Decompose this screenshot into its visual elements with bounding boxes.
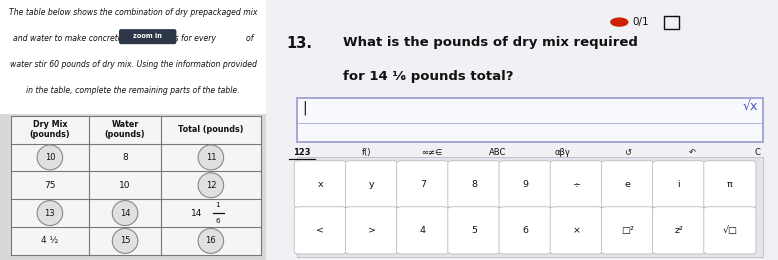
FancyBboxPatch shape: [294, 207, 346, 254]
Text: >: >: [367, 226, 376, 235]
Text: and water to make concrete. The mix says for every            of: and water to make concrete. The mix says…: [12, 34, 254, 43]
Text: ABC: ABC: [489, 148, 506, 157]
Text: The table below shows the combination of dry prepackaged mix: The table below shows the combination of…: [9, 8, 258, 17]
Text: αβγ: αβγ: [554, 148, 570, 157]
Text: C: C: [755, 148, 760, 157]
Text: ∞≠∈: ∞≠∈: [422, 148, 443, 157]
Text: |: |: [302, 100, 307, 115]
Text: f(): f(): [363, 148, 372, 157]
Text: i: i: [678, 180, 680, 189]
FancyBboxPatch shape: [704, 207, 756, 254]
Text: in the table, complete the remaining parts of the table.: in the table, complete the remaining par…: [26, 86, 240, 95]
Text: Water
(pounds): Water (pounds): [105, 120, 145, 139]
FancyBboxPatch shape: [499, 161, 552, 208]
FancyBboxPatch shape: [448, 161, 500, 208]
FancyBboxPatch shape: [499, 207, 552, 254]
Text: 123: 123: [293, 148, 310, 157]
Text: ↶: ↶: [689, 148, 696, 157]
Circle shape: [37, 201, 63, 225]
Text: 1: 1: [216, 202, 220, 208]
FancyBboxPatch shape: [653, 161, 705, 208]
Text: Total (pounds): Total (pounds): [178, 125, 244, 134]
Text: water stir 60 pounds of dry mix. Using the information provided: water stir 60 pounds of dry mix. Using t…: [9, 60, 257, 69]
FancyBboxPatch shape: [294, 161, 346, 208]
Text: x: x: [317, 180, 323, 189]
Text: 4 ½: 4 ½: [41, 236, 58, 245]
FancyBboxPatch shape: [11, 116, 261, 255]
Text: 8: 8: [471, 180, 477, 189]
Text: 8: 8: [122, 153, 128, 162]
Text: zoom in: zoom in: [133, 33, 162, 40]
Circle shape: [37, 145, 63, 170]
Text: 4: 4: [419, 226, 426, 235]
Text: 13: 13: [44, 209, 55, 218]
Text: 10: 10: [119, 181, 131, 190]
Text: ÷: ÷: [573, 180, 580, 189]
Text: 7: 7: [419, 180, 426, 189]
FancyBboxPatch shape: [266, 0, 778, 260]
Text: 5: 5: [471, 226, 477, 235]
Text: 14: 14: [191, 209, 202, 218]
Text: 6: 6: [522, 226, 528, 235]
Text: ↺: ↺: [624, 148, 631, 157]
FancyBboxPatch shape: [653, 207, 705, 254]
FancyBboxPatch shape: [397, 161, 449, 208]
Text: 10: 10: [44, 153, 55, 162]
Text: 0/1: 0/1: [633, 17, 649, 27]
FancyBboxPatch shape: [601, 161, 654, 208]
Circle shape: [198, 173, 223, 198]
FancyBboxPatch shape: [296, 157, 762, 257]
FancyBboxPatch shape: [345, 207, 398, 254]
Circle shape: [198, 228, 223, 253]
Text: 15: 15: [120, 236, 130, 245]
Text: √x: √x: [742, 100, 758, 113]
FancyBboxPatch shape: [0, 0, 266, 114]
FancyBboxPatch shape: [345, 161, 398, 208]
Text: e: e: [625, 180, 630, 189]
Text: for 14 ⅙ pounds total?: for 14 ⅙ pounds total?: [343, 70, 513, 83]
Text: 12: 12: [205, 181, 216, 190]
Text: 9: 9: [522, 180, 528, 189]
Text: √□: √□: [723, 226, 738, 235]
FancyBboxPatch shape: [296, 98, 762, 142]
FancyBboxPatch shape: [397, 207, 449, 254]
Text: 14: 14: [120, 209, 130, 218]
Text: 13.: 13.: [286, 36, 313, 51]
Text: 75: 75: [44, 181, 56, 190]
Text: <: <: [317, 226, 324, 235]
Text: 11: 11: [205, 153, 216, 162]
FancyBboxPatch shape: [550, 161, 602, 208]
Text: y: y: [369, 180, 374, 189]
Circle shape: [198, 145, 223, 170]
FancyBboxPatch shape: [550, 207, 602, 254]
Text: □²: □²: [621, 226, 634, 235]
Circle shape: [112, 228, 138, 253]
Text: What is the pounds of dry mix required: What is the pounds of dry mix required: [343, 36, 638, 49]
Text: ×: ×: [573, 226, 580, 235]
Text: 16: 16: [205, 236, 216, 245]
FancyBboxPatch shape: [601, 207, 654, 254]
FancyBboxPatch shape: [704, 161, 756, 208]
Circle shape: [112, 201, 138, 225]
Text: π: π: [727, 180, 733, 189]
Text: z²: z²: [675, 226, 683, 235]
Text: Dry Mix
(pounds): Dry Mix (pounds): [30, 120, 70, 139]
Text: 6: 6: [216, 218, 220, 224]
Circle shape: [610, 17, 629, 27]
FancyBboxPatch shape: [448, 207, 500, 254]
FancyBboxPatch shape: [119, 29, 177, 44]
